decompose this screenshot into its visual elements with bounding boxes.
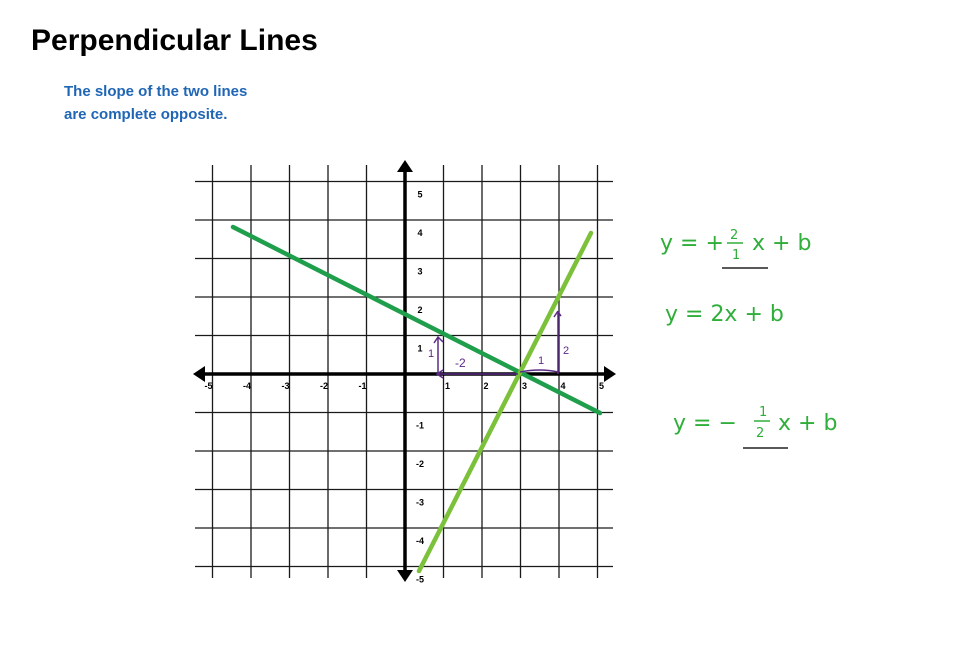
y-tick-label: 3 <box>417 267 422 277</box>
x-tick-label: -2 <box>320 381 328 391</box>
line-negative-slope <box>230 224 603 416</box>
x-tick-label: 3 <box>522 381 527 391</box>
y-tick-label: -2 <box>416 459 424 469</box>
axes <box>200 170 604 574</box>
y-tick-label: 1 <box>417 344 422 354</box>
x-tick-label: -1 <box>358 381 366 391</box>
y-axis-up-arrow-icon <box>397 160 413 172</box>
subtitle: The slope of the two lines are complete … <box>64 80 304 126</box>
subtitle-line-2: are complete opposite. <box>64 106 228 123</box>
equation-1-numerator: 2 <box>730 228 738 243</box>
y-tick-label: -5 <box>416 575 424 585</box>
x-tick-label: 5 <box>599 381 604 391</box>
x-tick-label: -5 <box>204 381 212 391</box>
y-tick-labels: 5 4 3 2 1 -1 -2 -3 -4 -5 <box>416 190 424 585</box>
rise-a-label: 1 <box>428 348 434 360</box>
x-tick-label: 4 <box>560 381 565 391</box>
x-axis-left-arrow-icon <box>193 366 205 382</box>
x-tick-label: -3 <box>281 381 289 391</box>
x-tick-labels: -5 -4 -3 -2 -1 1 2 3 4 5 <box>204 381 604 391</box>
slope-annotation-b <box>519 310 562 374</box>
line-positive-slope <box>416 230 594 574</box>
y-tick-label: -1 <box>416 421 424 431</box>
y-tick-label: -3 <box>416 498 424 508</box>
equation-2: y = 2x + b <box>665 302 784 327</box>
y-tick-label: 5 <box>417 190 422 200</box>
equation-1-denominator: 1 <box>732 248 740 263</box>
x-axis-right-arrow-icon <box>604 366 616 382</box>
x-tick-label: -4 <box>243 381 251 391</box>
y-tick-label: 2 <box>417 305 422 315</box>
page-title: Perpendicular Lines <box>31 24 318 57</box>
rise-b-label: 2 <box>563 345 569 357</box>
equation-3-denominator: 2 <box>756 426 764 441</box>
run-a-label: -2 <box>455 356 466 370</box>
x-tick-label: 2 <box>483 381 488 391</box>
equation-3-suffix: x + b <box>778 411 837 436</box>
y-tick-label: -4 <box>416 536 424 546</box>
y-tick-label: 4 <box>417 228 422 238</box>
equation-3-prefix: y = − <box>673 411 737 436</box>
slope-annotation-a <box>433 335 518 379</box>
equation-1-prefix: y = + <box>660 231 724 256</box>
y-axis-down-arrow-icon <box>397 570 413 582</box>
run-b-label: 1 <box>538 355 544 367</box>
subtitle-line-1: The slope of the two lines <box>64 83 248 100</box>
equation-1-suffix: x + b <box>752 231 811 256</box>
equation-3-numerator: 1 <box>759 405 767 420</box>
x-tick-label: 1 <box>445 381 450 391</box>
